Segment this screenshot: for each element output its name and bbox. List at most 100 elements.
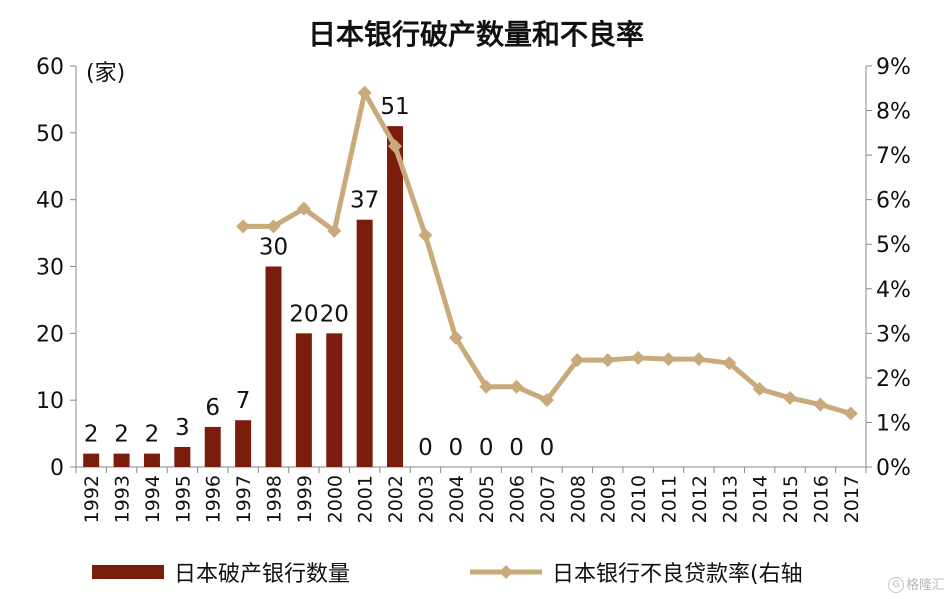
left-axis-unit: (家) xyxy=(86,61,125,86)
legend-line-label: 日本银行不良贷款率(右轴 xyxy=(552,562,803,587)
bar-data-label: 20 xyxy=(320,301,349,327)
x-tick-label: 1998 xyxy=(264,475,286,523)
right-tick-label: 5% xyxy=(876,233,911,258)
line-point-marker xyxy=(813,397,828,412)
x-tick-label: 2010 xyxy=(628,475,650,523)
line-point-marker xyxy=(266,219,281,234)
x-tick-label: 2005 xyxy=(476,475,498,523)
line-point-marker xyxy=(783,390,798,405)
x-axis-tick-labels: 1992 1993 1994 1995 1996 1997 1998 1999 2000 2001… xyxy=(75,467,867,523)
bar-data-label: 0 xyxy=(509,435,524,461)
x-tick-label: 2007 xyxy=(537,475,559,523)
x-tick-label: 1994 xyxy=(142,475,164,523)
bar-series xyxy=(83,126,404,468)
bar-data-label: 2 xyxy=(145,422,160,448)
legend: 日本破产银行数量 日本银行不良贷款率(右轴 xyxy=(92,562,803,587)
line-point-marker xyxy=(327,223,342,238)
line-point-marker xyxy=(691,352,706,367)
left-tick-label: 0 xyxy=(50,456,64,481)
x-tick-label: 2003 xyxy=(415,475,437,523)
bar xyxy=(326,333,343,467)
right-tick-label: 4% xyxy=(876,278,911,303)
left-axis-ticks: 0 10 20 30 40 50 60 xyxy=(36,55,76,481)
bar xyxy=(113,453,130,467)
right-tick-label: 1% xyxy=(876,411,911,436)
x-tick-label: 2004 xyxy=(446,475,468,523)
bar-data-label: 2 xyxy=(84,422,99,448)
right-tick-label: 9% xyxy=(876,55,911,80)
bar-data-label: 0 xyxy=(479,435,494,461)
bar xyxy=(295,333,312,467)
bar-data-label: 37 xyxy=(350,188,379,214)
line-point-marker xyxy=(418,228,433,243)
right-tick-label: 8% xyxy=(876,100,911,125)
right-tick-label: 3% xyxy=(876,322,911,347)
right-axis-ticks: 0% 1% 2% 3% 4% 5% 6% 7% 8% 9% xyxy=(866,55,911,481)
x-tick-label: 2011 xyxy=(659,475,681,523)
legend-line-marker xyxy=(499,565,513,579)
left-tick-label: 60 xyxy=(36,55,64,80)
legend-bar-swatch xyxy=(92,565,164,579)
line-point-marker xyxy=(388,139,403,154)
x-tick-label: 2016 xyxy=(810,475,832,523)
bar-data-label: 7 xyxy=(236,388,251,414)
x-tick-label: 1992 xyxy=(81,475,103,523)
left-tick-label: 20 xyxy=(36,322,64,347)
x-tick-label: 1995 xyxy=(172,475,194,523)
bar-data-label: 0 xyxy=(540,435,555,461)
x-tick-label: 1993 xyxy=(112,475,134,523)
line-point-marker xyxy=(296,201,311,216)
x-tick-label: 2017 xyxy=(841,475,863,523)
line-point-marker xyxy=(843,406,858,421)
x-tick-label: 2001 xyxy=(355,475,377,523)
x-tick-label: 2012 xyxy=(689,475,711,523)
legend-bar-label: 日本破产银行数量 xyxy=(174,562,350,587)
watermark-logo-icon: G xyxy=(887,577,904,593)
bar-data-label: 6 xyxy=(205,395,220,421)
x-tick-label: 2014 xyxy=(750,475,772,523)
line-point-marker xyxy=(509,379,524,394)
line-point-marker xyxy=(752,382,767,397)
bar xyxy=(235,420,252,467)
line-point-marker xyxy=(661,352,676,367)
x-tick-label: 2002 xyxy=(385,475,407,523)
bar-data-label: 30 xyxy=(259,235,288,261)
watermark: G 格隆汇 xyxy=(887,574,945,593)
left-tick-label: 50 xyxy=(36,122,64,147)
line-point-marker xyxy=(570,353,585,368)
line-point-marker xyxy=(631,350,646,365)
right-tick-label: 2% xyxy=(876,367,911,392)
x-tick-label: 2008 xyxy=(567,475,589,523)
bar xyxy=(83,453,100,467)
line-point-marker xyxy=(600,353,615,368)
bar xyxy=(387,126,404,468)
x-tick-label: 2000 xyxy=(324,475,346,523)
chart-title: 日本银行破产数量和不良率 xyxy=(308,18,644,51)
x-tick-label: 1996 xyxy=(203,475,225,523)
line-point-marker xyxy=(722,356,737,371)
x-tick-label: 1997 xyxy=(233,475,255,523)
line-point-marker xyxy=(448,330,463,345)
right-tick-label: 6% xyxy=(876,189,911,214)
x-tick-label: 2009 xyxy=(598,475,620,523)
watermark-text: 格隆汇 xyxy=(905,577,945,593)
bar-data-label: 0 xyxy=(448,435,463,461)
line-point-marker xyxy=(539,393,554,408)
line-series xyxy=(236,85,858,421)
bar xyxy=(143,453,160,467)
left-tick-label: 40 xyxy=(36,189,64,214)
bar xyxy=(204,426,221,467)
bar xyxy=(265,266,282,467)
right-tick-label: 0% xyxy=(876,456,911,481)
bar-data-label: 2 xyxy=(114,422,129,448)
x-tick-label: 2013 xyxy=(719,475,741,523)
bar-data-label: 51 xyxy=(380,94,409,120)
right-tick-label: 7% xyxy=(876,144,911,169)
bar-data-label: 20 xyxy=(289,301,318,327)
x-tick-label: 1999 xyxy=(294,475,316,523)
bar xyxy=(174,446,191,467)
x-tick-label: 2015 xyxy=(780,475,802,523)
left-tick-label: 30 xyxy=(36,256,64,281)
